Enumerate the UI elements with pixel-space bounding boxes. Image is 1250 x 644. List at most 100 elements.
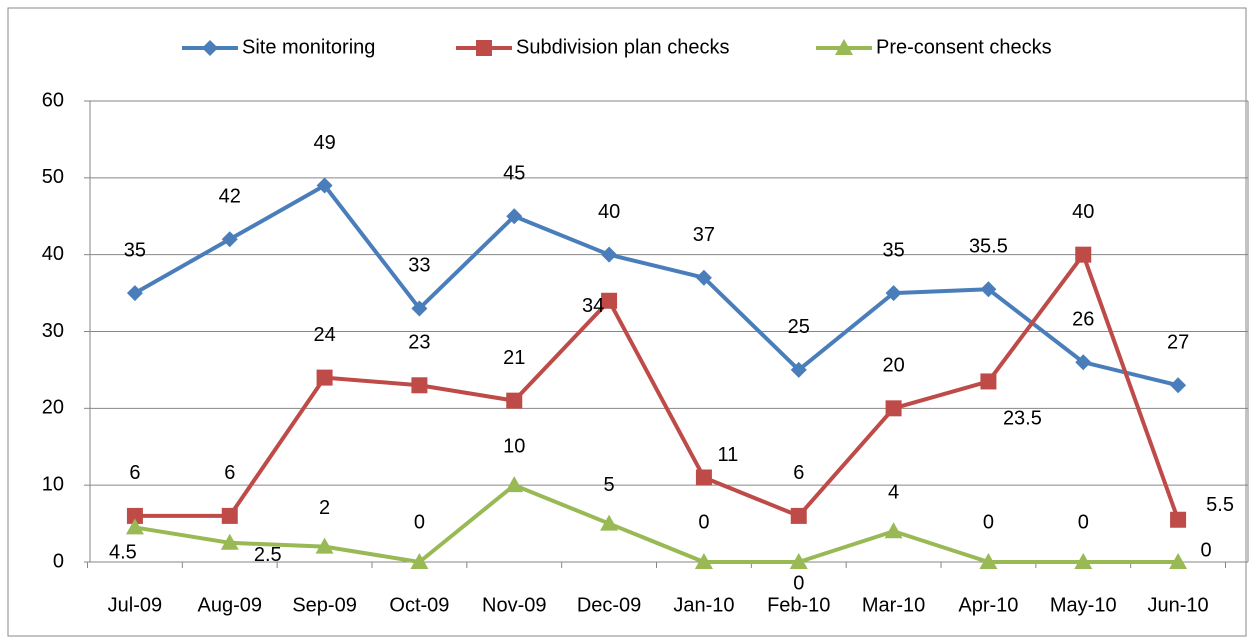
data-label: 35.5: [969, 236, 1008, 258]
point: [126, 285, 143, 302]
point: [694, 553, 713, 569]
data-label: 0: [1201, 539, 1212, 561]
data-label: 35: [124, 239, 146, 261]
data-label: 26: [1072, 309, 1094, 331]
data-label: 0: [1078, 511, 1089, 533]
point: [601, 246, 618, 263]
point: [1075, 246, 1092, 263]
point: [221, 231, 238, 248]
x-tick-label: Jan-10: [673, 594, 734, 616]
data-label: 49: [313, 132, 335, 154]
x-tick-label: Mar-10: [862, 594, 925, 616]
point: [1075, 354, 1092, 371]
y-tick-label: 10: [42, 473, 64, 495]
data-label: 37: [693, 224, 715, 246]
data-label: 42: [219, 186, 241, 208]
point: [316, 369, 333, 386]
data-label: 0: [793, 572, 804, 594]
point: [1170, 377, 1187, 394]
chart-border: [7, 7, 1247, 637]
x-tick-label: Oct-09: [389, 594, 449, 616]
point: [884, 522, 903, 539]
point: [411, 377, 428, 394]
point: [835, 39, 853, 55]
data-label: 2: [319, 497, 330, 519]
data-label: 0: [983, 511, 994, 533]
y-tick-label: 30: [42, 320, 64, 342]
point: [506, 392, 523, 409]
data-label: 10: [503, 435, 525, 457]
x-tick-label: Feb-10: [767, 594, 830, 616]
series-line: [133, 183, 1179, 388]
data-label: 5.5: [1206, 494, 1234, 516]
point: [790, 361, 807, 378]
point: [979, 553, 998, 569]
point: [790, 507, 807, 524]
series-line: [134, 483, 1179, 564]
point: [221, 507, 238, 524]
legend-label: Subdivision plan checks: [516, 36, 729, 58]
legend-label: Site monitoring: [242, 36, 375, 58]
point: [1170, 511, 1187, 528]
series-line: [134, 252, 1180, 521]
y-tick-label: 50: [42, 166, 64, 188]
point: [411, 300, 428, 317]
data-label: 25: [788, 316, 810, 338]
data-label: 33: [408, 255, 430, 277]
data-label: 11: [718, 444, 739, 466]
data-label: 5: [604, 474, 615, 496]
data-label: 23.5: [1003, 408, 1042, 430]
data-label: 2.5: [254, 544, 282, 566]
x-tick-label: May-10: [1050, 594, 1117, 616]
x-tick-label: Apr-10: [958, 594, 1018, 616]
x-tick-label: Dec-09: [577, 594, 641, 616]
x-tick-label: Jul-09: [108, 594, 162, 616]
data-label: 0: [414, 511, 425, 533]
point: [789, 553, 808, 569]
data-label: 40: [1072, 201, 1094, 223]
point: [316, 177, 333, 194]
point: [202, 40, 218, 56]
data-label: 4: [888, 482, 899, 504]
point: [476, 40, 492, 56]
data-label: 0: [698, 511, 709, 533]
point: [601, 292, 618, 309]
data-label: 6: [224, 462, 235, 484]
point: [410, 553, 429, 569]
y-tick-label: 20: [42, 397, 64, 419]
data-label: 4.5: [109, 542, 137, 564]
x-tick-label: Jun-10: [1148, 594, 1209, 616]
point: [126, 507, 143, 524]
data-label: 6: [129, 462, 140, 484]
point: [885, 285, 902, 302]
point: [220, 533, 239, 550]
point: [1074, 553, 1093, 569]
legend-label: Pre-consent checks: [876, 36, 1052, 58]
x-tick-label: Nov-09: [482, 594, 546, 616]
data-label: 6: [793, 462, 804, 484]
point: [505, 476, 524, 493]
point: [600, 514, 619, 531]
data-label: 23: [408, 332, 430, 354]
data-label: 21: [503, 347, 525, 369]
data-label: 35: [882, 239, 904, 261]
data-label: 20: [882, 355, 904, 377]
point: [980, 281, 997, 298]
point: [695, 469, 712, 486]
data-label: 24: [313, 324, 335, 346]
data-label: 27: [1167, 332, 1189, 354]
point: [885, 400, 902, 417]
point: [695, 269, 712, 286]
x-tick-label: Sep-09: [292, 594, 357, 616]
point: [980, 373, 997, 390]
point: [125, 518, 144, 535]
x-tick-label: Aug-09: [198, 594, 263, 616]
point: [506, 208, 523, 225]
y-tick-label: 0: [53, 550, 64, 572]
data-label: 40: [598, 201, 620, 223]
point: [315, 537, 334, 554]
data-label: 45: [503, 163, 525, 185]
data-label: 34: [582, 295, 604, 317]
point: [1169, 553, 1188, 569]
